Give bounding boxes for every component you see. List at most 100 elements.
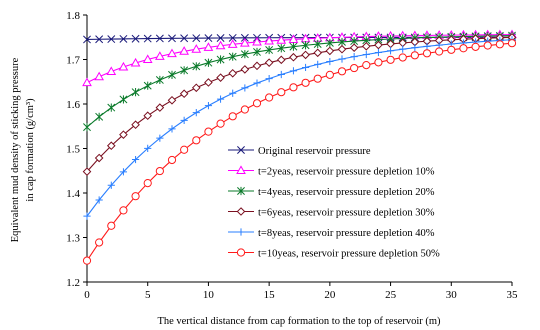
data-point <box>168 34 176 43</box>
data-point <box>192 109 200 117</box>
data-point <box>338 55 346 63</box>
data-point <box>95 112 104 121</box>
data-point <box>204 34 213 43</box>
data-point <box>361 41 371 51</box>
data-point <box>107 103 116 112</box>
data-point <box>192 34 201 43</box>
data-point <box>83 35 91 44</box>
data-point <box>155 75 164 85</box>
data-point <box>240 37 250 47</box>
data-point <box>252 61 262 71</box>
data-point <box>386 47 395 55</box>
data-point <box>276 35 287 44</box>
data-point <box>204 127 213 136</box>
data-point <box>228 112 237 121</box>
data-point <box>119 206 128 215</box>
ticks: 0 5 10 15 20 25 30 35 1.2 1.3 1.4 1.5 1.6 1.7 1.8 <box>66 10 518 301</box>
data-point <box>228 52 237 61</box>
x-tick-label: 0 <box>84 289 90 301</box>
data-point <box>228 68 238 78</box>
data-point <box>313 74 322 83</box>
data-point <box>325 46 335 56</box>
data-point <box>423 42 431 50</box>
y-tick-label: 1.4 <box>66 188 80 200</box>
data-point <box>180 34 189 43</box>
data-point <box>83 212 91 220</box>
legend-label: Original reservoir pressure <box>258 146 371 157</box>
data-point <box>119 95 128 104</box>
data-point <box>399 45 407 53</box>
legend-item: Original reservoir pressure <box>228 146 371 157</box>
data-point <box>240 105 249 114</box>
legend-item: t=8yeas, reservoir pressure depletion 40… <box>228 228 435 239</box>
data-point <box>167 48 177 58</box>
data-point <box>289 42 298 51</box>
data-point <box>288 34 299 43</box>
y-tick-label: 1.5 <box>66 144 80 156</box>
data-point <box>264 58 274 67</box>
series-line <box>86 35 513 128</box>
legend-marker <box>237 228 245 236</box>
data-point <box>337 67 347 76</box>
legend-label: t=8yeas, reservoir pressure depletion 40… <box>258 228 435 239</box>
data-point <box>180 145 189 154</box>
x-tick-label: 10 <box>203 289 215 301</box>
data-point <box>107 181 115 189</box>
data-point <box>289 52 298 62</box>
data-point <box>155 34 164 43</box>
data-point <box>264 35 274 45</box>
data-point <box>435 47 444 56</box>
data-point <box>337 44 347 54</box>
x-tick-label: 30 <box>446 289 458 301</box>
data-point <box>192 136 201 145</box>
data-point <box>179 46 189 55</box>
data-point <box>240 50 249 59</box>
data-point <box>106 66 117 76</box>
data-point <box>191 44 202 53</box>
x-axis-label: The vertical distance from cap formation… <box>157 316 441 327</box>
data-point <box>143 179 152 188</box>
y-tick-label: 1.6 <box>66 99 80 111</box>
series-4 <box>82 33 517 176</box>
data-point <box>313 39 322 49</box>
data-point <box>82 77 92 87</box>
series-group <box>82 29 517 265</box>
data-point <box>155 166 164 176</box>
data-point <box>227 39 238 48</box>
legend-label: t=6yeas, reservoir pressure depletion 30… <box>258 208 435 219</box>
data-point <box>301 50 310 60</box>
data-point <box>301 41 310 50</box>
data-point <box>410 51 419 60</box>
data-point <box>167 155 177 165</box>
data-point <box>229 89 237 97</box>
legend-marker <box>236 165 246 174</box>
data-point <box>386 55 395 64</box>
data-point <box>277 44 286 53</box>
data-point <box>314 60 322 68</box>
data-point <box>362 50 370 59</box>
data-point <box>471 42 480 51</box>
series-5 <box>83 36 516 220</box>
data-point <box>350 63 359 73</box>
data-point <box>82 256 92 265</box>
x-tick-label: 25 <box>385 289 397 301</box>
data-point <box>228 33 237 42</box>
data-point <box>155 103 165 112</box>
data-point <box>131 88 140 97</box>
data-point <box>253 79 261 87</box>
legend: Original reservoir pressure t=2yeas, rese… <box>228 146 440 260</box>
data-point <box>301 78 310 87</box>
data-point <box>131 192 140 201</box>
data-point <box>447 45 456 54</box>
data-point <box>216 34 225 42</box>
data-point <box>216 73 225 82</box>
data-point <box>118 61 129 71</box>
data-point <box>276 55 286 65</box>
data-point <box>168 70 176 79</box>
data-point <box>106 141 116 151</box>
data-point <box>265 93 274 102</box>
legend-marker <box>236 207 246 216</box>
data-point <box>240 33 249 42</box>
data-point <box>143 34 152 43</box>
